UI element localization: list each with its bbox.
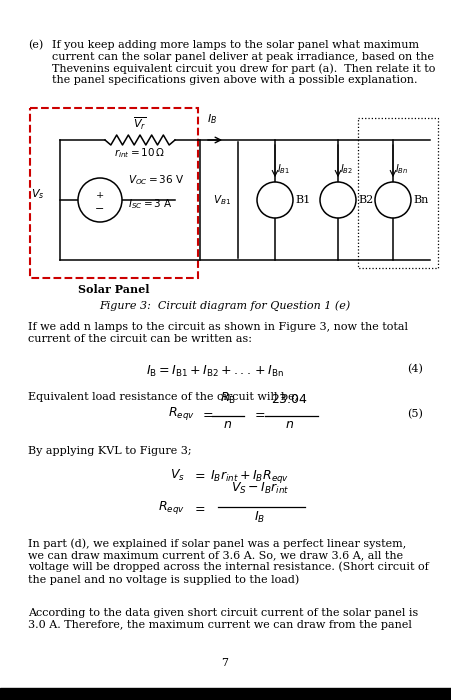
Text: $I_{Bn}$: $I_{Bn}$ [395, 162, 409, 176]
Text: $V_{OC}=36\ \mathrm{V}$: $V_{OC}=36\ \mathrm{V}$ [128, 173, 184, 187]
Text: (4): (4) [407, 364, 423, 374]
Text: $=$: $=$ [200, 407, 214, 421]
Text: $=$: $=$ [192, 501, 206, 514]
Text: $I_\mathrm{B} = I_\mathrm{B1} + I_\mathrm{B2} + ... + I_\mathrm{Bn}$: $I_\mathrm{B} = I_\mathrm{B1} + I_\mathr… [146, 364, 284, 379]
Text: (5): (5) [407, 409, 423, 419]
Circle shape [375, 182, 411, 218]
Circle shape [320, 182, 356, 218]
Text: $I_{B1}$: $I_{B1}$ [277, 162, 290, 176]
Text: $R_\mathrm{B}$: $R_\mathrm{B}$ [220, 391, 236, 406]
Text: $=$: $=$ [252, 407, 266, 421]
Text: $23.04$: $23.04$ [272, 393, 308, 406]
Text: Equivalent load resistance of the circuit will be;: Equivalent load resistance of the circui… [28, 392, 299, 402]
Text: $\overline{V_r}$: $\overline{V_r}$ [133, 116, 147, 132]
Text: 7: 7 [221, 658, 229, 668]
Text: $V_s$: $V_s$ [170, 468, 185, 483]
Text: $n$: $n$ [285, 418, 295, 431]
Text: If you keep adding more lamps to the solar panel what maximum
current can the so: If you keep adding more lamps to the sol… [52, 40, 435, 85]
Text: B1: B1 [295, 195, 310, 205]
Text: $I_{SC}=3\ \mathrm{A}$: $I_{SC}=3\ \mathrm{A}$ [128, 197, 173, 211]
Circle shape [257, 182, 293, 218]
Text: Bn: Bn [413, 195, 428, 205]
Text: $I_B r_{int} + I_B R_{eqv}$: $I_B r_{int} + I_B R_{eqv}$ [210, 468, 289, 485]
Text: In part (d), we explained if solar panel was a perfect linear system,
we can dra: In part (d), we explained if solar panel… [28, 538, 429, 584]
Text: $I_B$: $I_B$ [254, 510, 266, 525]
Bar [0, 688, 451, 700]
Text: B2: B2 [358, 195, 373, 205]
Text: $R_{eqv}$: $R_{eqv}$ [158, 500, 185, 517]
Text: $V_{B1}$: $V_{B1}$ [213, 193, 231, 207]
Text: $=$: $=$ [192, 468, 206, 481]
Text: $V_S - I_B r_{int}$: $V_S - I_B r_{int}$ [230, 481, 290, 496]
Text: $R_{eqv}$: $R_{eqv}$ [168, 405, 195, 423]
Text: $n$: $n$ [223, 418, 233, 431]
Text: +: + [96, 191, 104, 200]
Text: −: − [95, 204, 105, 214]
Text: Solar Panel: Solar Panel [78, 284, 150, 295]
Text: $I_{B2}$: $I_{B2}$ [340, 162, 353, 176]
Text: Figure 3:  Circuit diagram for Question 1 (e): Figure 3: Circuit diagram for Question 1… [99, 300, 350, 311]
Text: If we add n lamps to the circuit as shown in Figure 3, now the total
current of : If we add n lamps to the circuit as show… [28, 322, 408, 344]
Text: $V_s$: $V_s$ [31, 187, 45, 201]
Text: $I_B$: $I_B$ [207, 112, 217, 126]
Text: According to the data given short circuit current of the solar panel is
3.0 A. T: According to the data given short circui… [28, 608, 418, 629]
Text: By applying KVL to Figure 3;: By applying KVL to Figure 3; [28, 446, 192, 456]
Text: (e): (e) [28, 40, 43, 50]
Circle shape [78, 178, 122, 222]
Text: $r_{int}=10\,\Omega$: $r_{int}=10\,\Omega$ [115, 146, 166, 160]
